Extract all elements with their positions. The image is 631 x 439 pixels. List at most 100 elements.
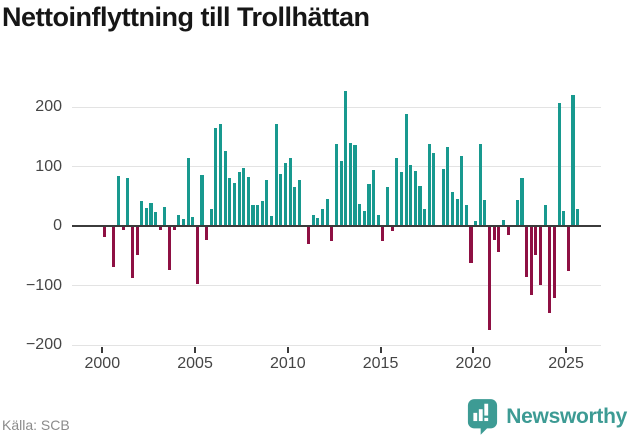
bar-2014Q4 [376,215,380,226]
x-axis-tick-2005 [194,347,197,353]
bar-2000Q1 [103,226,107,237]
bar-2021Q2 [497,226,501,253]
bar-2003Q4 [172,226,176,231]
gridline--100 [72,285,601,286]
bar-2016Q4 [413,171,417,226]
bar-2000Q4 [116,176,121,226]
bar-2023Q2 [534,226,538,255]
bar-2007Q3 [242,167,246,226]
bar-2009Q3 [279,173,283,226]
bar-2016Q2 [404,113,408,226]
bar-2004Q3 [186,158,190,226]
gridline-200 [72,106,601,108]
bar-2019Q1 [455,198,459,226]
newsworthy-wordmark[interactable]: Newsworthy [506,404,627,428]
bar-2011Q4 [321,209,325,226]
bar-2008Q1 [251,204,255,226]
bar-2012Q4 [339,161,343,226]
x-axis-tick-label: 2000 [84,355,121,372]
bar-2011Q2 [311,214,315,226]
bar-2018Q2 [441,168,445,226]
bar-2025Q2 [571,95,575,226]
chart-title: Nettoinflyttning till Trollhättan [2,2,370,32]
x-axis-tick-2025 [565,347,568,353]
y-axis-tick-label: −200 [25,336,62,353]
bar-2003Q2 [163,206,167,226]
newsworthy-badge-icon [468,399,498,435]
bar-2008Q4 [265,179,269,226]
bar-2019Q3 [464,204,468,226]
bar-2021Q1 [492,226,496,241]
bar-2023Q1 [529,226,533,296]
bar-2020Q4 [487,226,492,331]
bar-2006Q1 [214,128,218,226]
bar-2024Q1 [548,226,552,314]
bar-2003Q3 [167,226,172,271]
bar-2006Q4 [228,178,232,226]
bar-2006Q3 [223,151,227,226]
bar-2000Q3 [112,226,116,268]
bar-2007Q4 [246,177,250,226]
bar-2023Q3 [538,226,543,285]
bar-2017Q2 [423,209,427,226]
bar-2025Q3 [576,209,580,226]
bar-2006Q2 [219,123,223,226]
bar-2012Q1 [325,199,329,226]
plot-area: 200 100 0 −100 −200 2000 2005 2010 2015 2020 2025 [25,90,601,372]
x-axis-tick-2015 [379,347,382,353]
bar-2001Q3 [130,226,134,279]
bar-2010Q1 [288,158,292,226]
newsworthy-logo[interactable]: Newsworthy [467,398,627,435]
bar-2024Q2 [552,226,556,298]
bar-2015Q1 [381,226,385,242]
bar-2017Q4 [432,153,436,226]
bar-2013Q2 [348,142,352,226]
bar-2005Q2 [200,174,204,226]
y-axis-tick-label: 0 [53,217,62,234]
bar-2011Q3 [316,218,320,226]
x-axis-tick-label: 2020 [455,355,492,372]
bar-2010Q3 [297,179,301,226]
bar-2013Q3 [353,145,357,226]
zero-line [72,225,601,227]
bar-2009Q2 [274,123,278,226]
bar-2016Q1 [399,172,403,226]
bar-2002Q2 [144,207,148,226]
bar-2002Q1 [140,201,144,226]
bar-2004Q1 [177,214,181,226]
bar-2024Q4 [562,211,566,226]
bar-2020Q1 [474,221,478,226]
bar-2005Q1 [195,226,199,284]
x-axis-tick-label: 2025 [548,355,584,372]
bar-2017Q1 [418,185,422,226]
x-axis-tick-label: 2010 [270,355,306,372]
bar-2023Q4 [543,204,547,226]
bar-2002Q4 [154,211,158,226]
bar-2015Q4 [395,158,399,226]
bar-2021Q3 [501,220,505,226]
bar-2001Q4 [135,226,139,255]
y-axis-tick-label: 200 [35,98,62,115]
x-axis-tick-2020 [472,347,475,353]
bar-2013Q1 [344,90,348,226]
bar-2018Q4 [450,192,454,226]
bar-2017Q3 [427,143,431,226]
bar-2019Q2 [460,155,464,226]
bar-2009Q1 [270,216,274,226]
bar-2004Q4 [191,217,195,226]
bar-2005Q3 [205,226,209,241]
source-label: Källa: SCB [2,417,70,433]
bar-2009Q4 [283,162,288,226]
bar-2002Q3 [149,202,153,226]
bar-2008Q3 [260,201,264,226]
y-axis-tick-label: 100 [35,157,62,175]
bar-2007Q2 [237,171,241,226]
bar-2022Q4 [525,226,529,278]
bar-2025Q1 [566,226,570,271]
x-axis-tick-label: 2015 [362,355,399,372]
x-axis-tick-2000 [101,347,104,353]
bar-2014Q2 [367,183,371,226]
bar-2010Q2 [293,187,297,226]
bar-2022Q2 [515,200,519,226]
bar-2022Q3 [520,177,524,226]
